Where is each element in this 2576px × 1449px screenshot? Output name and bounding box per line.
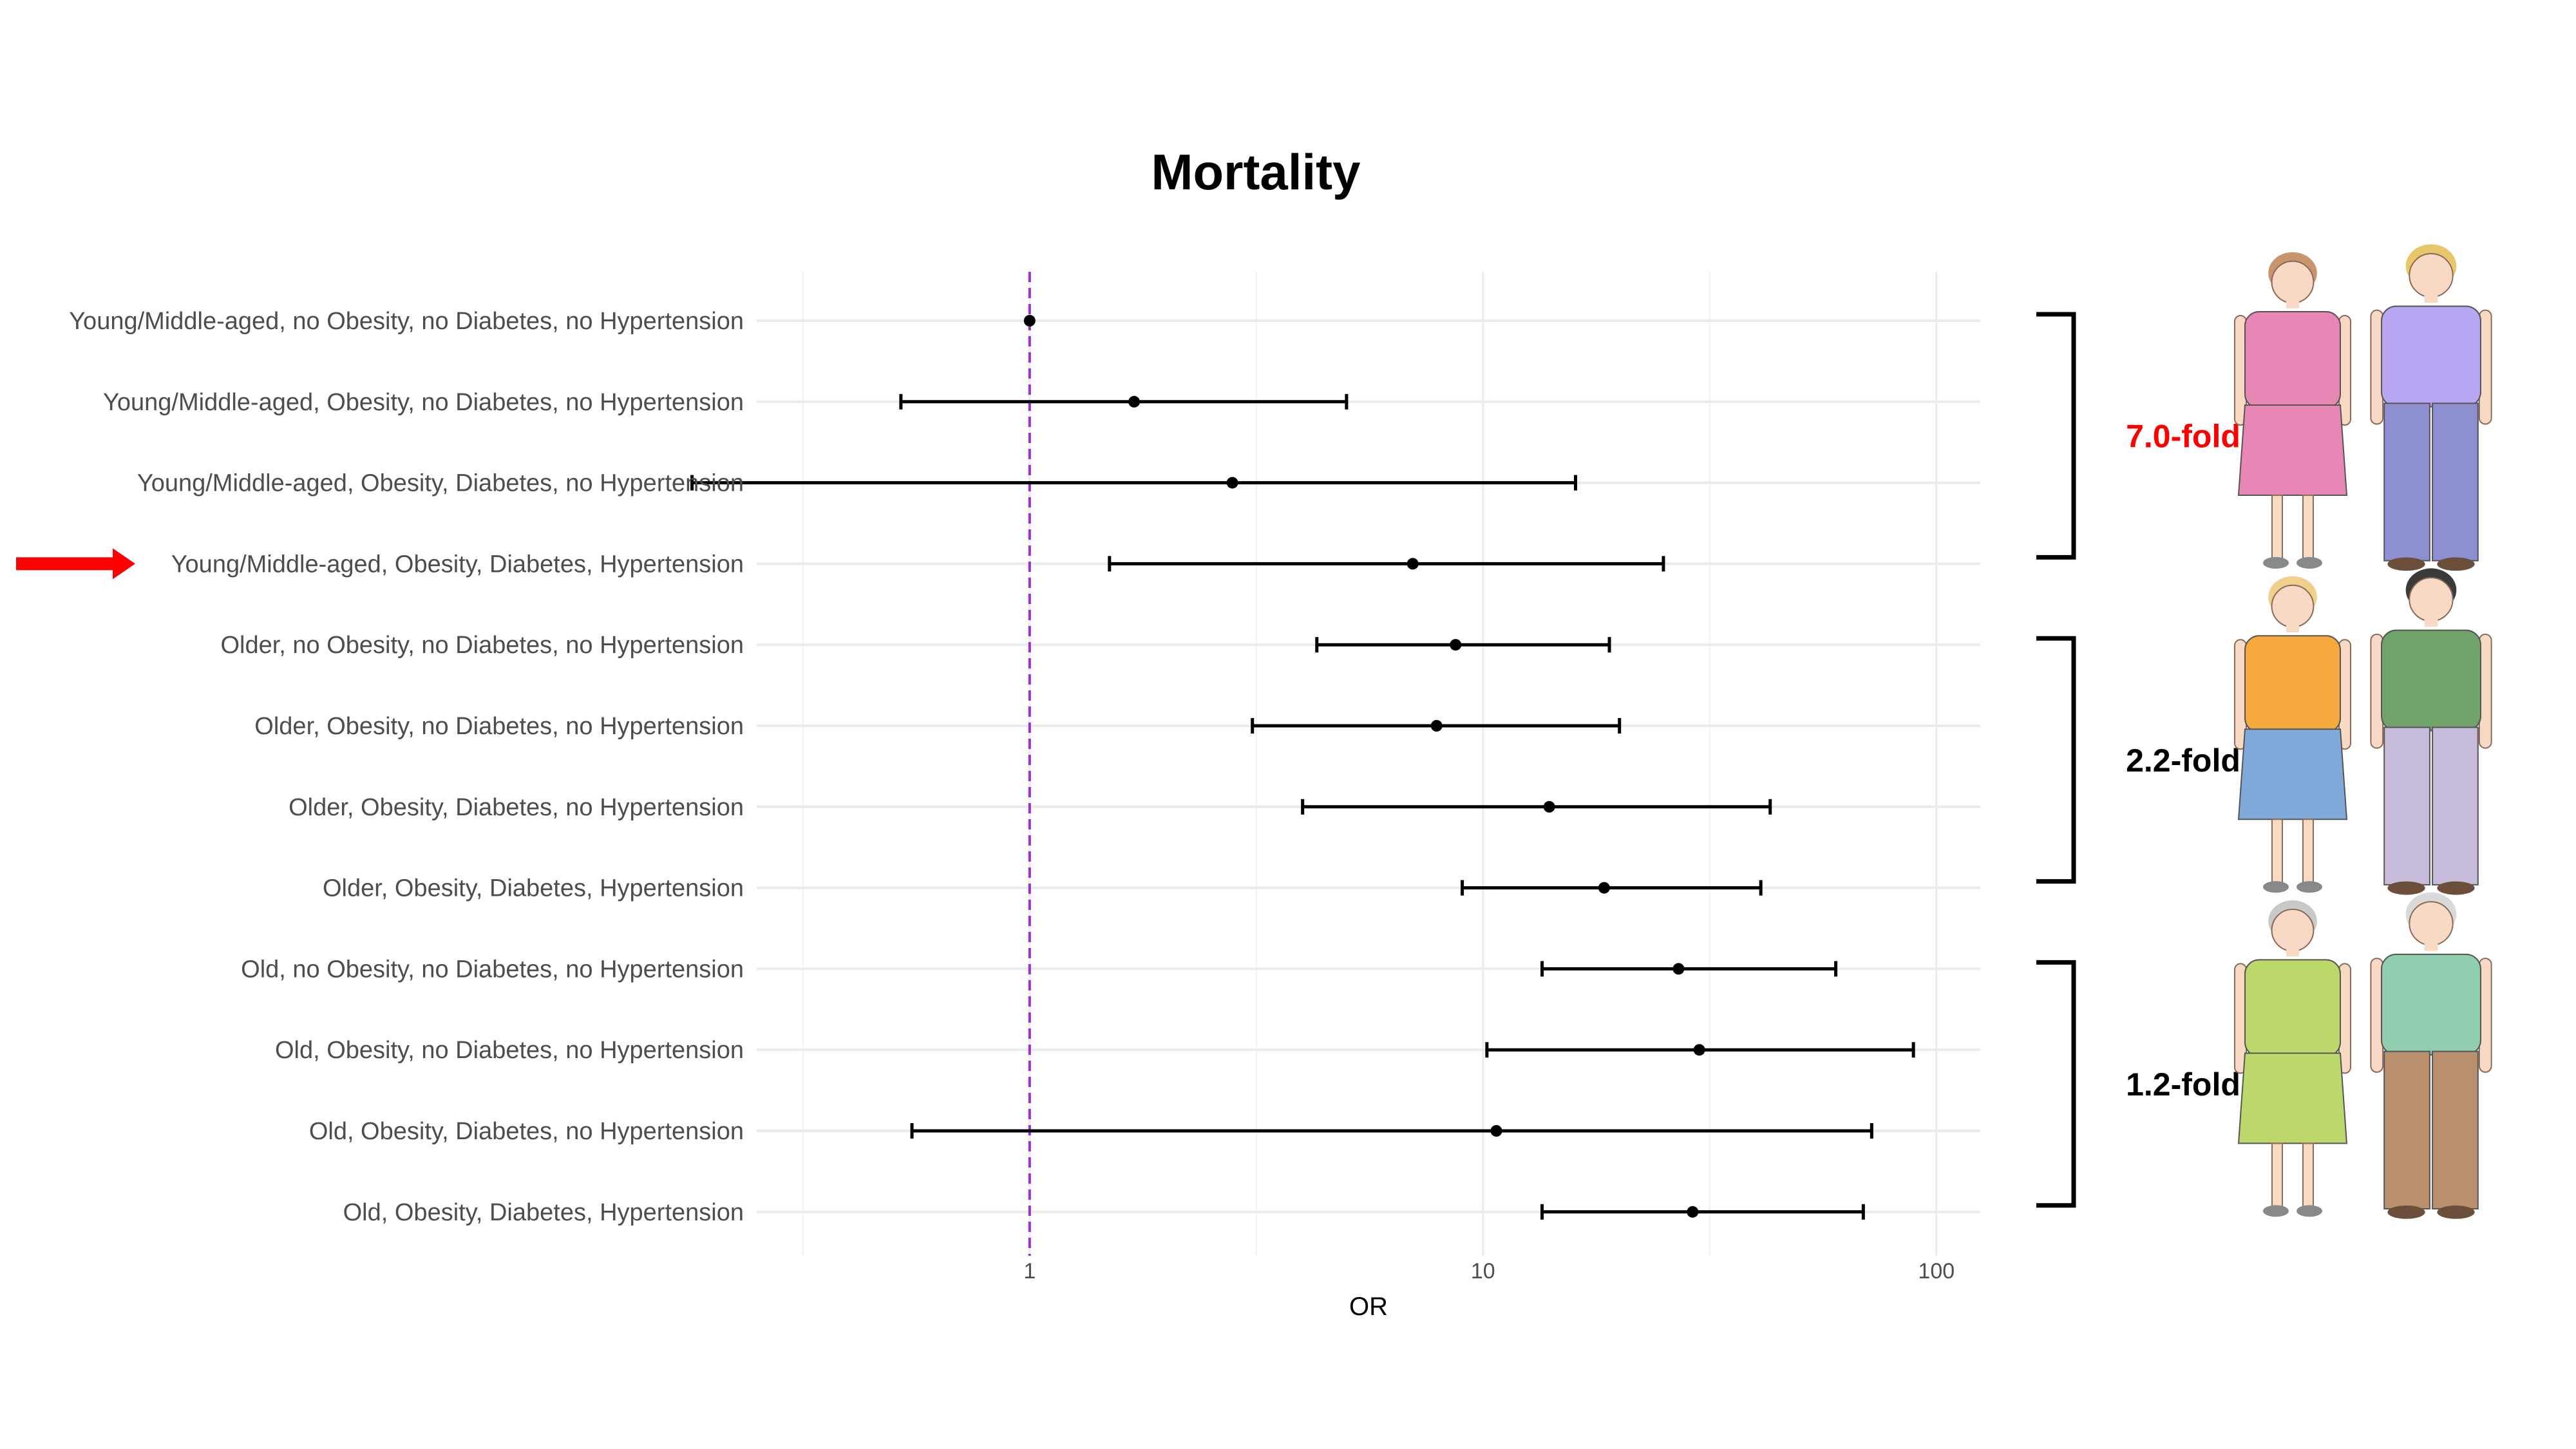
point-estimate bbox=[1128, 396, 1140, 408]
old-man-figure bbox=[2371, 893, 2491, 1219]
group-bracket bbox=[2036, 638, 2074, 881]
row-label: Older, Obesity, no Diabetes, no Hyperten… bbox=[254, 713, 744, 740]
point-estimate bbox=[1490, 1125, 1502, 1137]
point-estimate bbox=[1672, 963, 1684, 974]
x-axis-title: OR bbox=[1349, 1293, 1388, 1321]
row-label: Old, Obesity, Diabetes, Hypertension bbox=[343, 1199, 744, 1226]
point-estimate bbox=[1694, 1044, 1705, 1056]
row-label: Young/Middle-aged, Obesity, Diabetes, no… bbox=[137, 470, 744, 497]
fold-label: 1.2-fold bbox=[2126, 1066, 2240, 1103]
row-label: Young/Middle-aged, Obesity, no Diabetes,… bbox=[103, 389, 744, 416]
point-estimate bbox=[1544, 801, 1555, 813]
x-tick-label: 10 bbox=[1471, 1259, 1495, 1283]
row-label: Young/Middle-aged, Obesity, Diabetes, Hy… bbox=[171, 551, 744, 578]
row-label: Young/Middle-aged, no Obesity, no Diabet… bbox=[69, 308, 744, 335]
red-arrow-icon bbox=[16, 548, 135, 579]
figure-canvas: Mortality Young/Middle-aged, no Obesity,… bbox=[0, 0, 2576, 1449]
older-woman-figure bbox=[2235, 576, 2351, 893]
forest-plot: Young/Middle-aged, no Obesity, no Diabet… bbox=[0, 0, 2576, 1449]
group-bracket bbox=[2036, 962, 2074, 1205]
row-label: Old, Obesity, Diabetes, no Hypertension bbox=[309, 1118, 744, 1145]
old-woman-figure bbox=[2235, 900, 2351, 1217]
row-label: Older, Obesity, Diabetes, Hypertension bbox=[323, 875, 744, 902]
x-tick-label: 100 bbox=[1918, 1259, 1955, 1283]
young-man-figure bbox=[2371, 244, 2491, 571]
point-estimate bbox=[1407, 558, 1419, 569]
row-label: Older, Obesity, Diabetes, no Hypertensio… bbox=[289, 794, 744, 821]
fold-label: 2.2-fold bbox=[2126, 743, 2240, 779]
group-bracket bbox=[2036, 314, 2074, 557]
x-tick-label: 1 bbox=[1023, 1259, 1036, 1283]
older-man-figure bbox=[2371, 569, 2491, 895]
young-woman-figure bbox=[2235, 252, 2351, 569]
fold-label: 7.0-fold bbox=[2126, 419, 2240, 455]
point-estimate bbox=[1598, 882, 1610, 894]
point-estimate bbox=[1687, 1206, 1698, 1218]
point-estimate bbox=[1024, 315, 1036, 327]
point-estimate bbox=[1227, 477, 1238, 489]
row-label: Old, no Obesity, no Diabetes, no Hyperte… bbox=[241, 956, 744, 983]
row-label: Old, Obesity, no Diabetes, no Hypertensi… bbox=[275, 1037, 744, 1064]
point-estimate bbox=[1450, 639, 1461, 650]
point-estimate bbox=[1431, 720, 1443, 732]
row-label: Older, no Obesity, no Diabetes, no Hyper… bbox=[220, 632, 744, 659]
